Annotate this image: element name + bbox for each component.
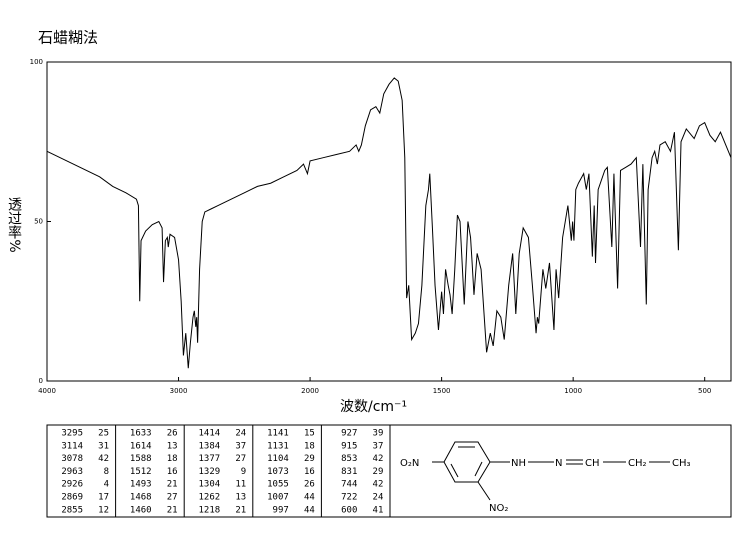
wavenumber-cell: 1262 [199, 493, 221, 503]
wavenumber-cell: 1384 [199, 441, 221, 451]
transmittance-cell: 41 [373, 505, 384, 515]
wavenumber-cell: 1304 [199, 480, 221, 490]
wavenumber-cell: 3078 [61, 454, 83, 464]
wavenumber-cell: 1633 [130, 429, 152, 439]
transmittance-cell: 31 [98, 441, 109, 451]
wavenumber-cell: 3114 [61, 441, 83, 451]
transmittance-cell: 26 [304, 480, 315, 490]
transmittance-cell: 24 [373, 493, 384, 503]
table-frame [46, 424, 732, 518]
transmittance-cell: 15 [304, 429, 315, 439]
transmittance-cell: 17 [98, 493, 109, 503]
transmittance-cell: 42 [98, 454, 109, 464]
wavenumber-cell: 1329 [199, 467, 221, 477]
wavenumber-cell: 1055 [267, 480, 289, 490]
wavenumber-cell: 927 [341, 429, 357, 439]
wavenumber-cell: 1460 [130, 505, 152, 515]
transmittance-cell: 42 [373, 480, 384, 490]
transmittance-cell: 29 [304, 454, 315, 464]
transmittance-cell: 44 [304, 493, 315, 503]
transmittance-cell: 16 [304, 467, 315, 477]
transmittance-cell: 37 [373, 441, 384, 451]
transmittance-cell: 8 [104, 467, 109, 477]
wavenumber-cell: 853 [341, 454, 357, 464]
wavenumber-cell: 1104 [267, 454, 289, 464]
wavenumber-cell: 2926 [61, 480, 83, 490]
transmittance-cell: 18 [304, 441, 315, 451]
transmittance-cell: 12 [98, 505, 109, 515]
plot-frame [46, 61, 732, 382]
y-axis-label: 透过率% [6, 197, 22, 252]
x-tick-label: 1500 [433, 387, 451, 395]
wavenumber-cell: 831 [341, 467, 357, 477]
y-tick-label: 100 [30, 58, 43, 66]
transmittance-cell: 29 [373, 467, 384, 477]
transmittance-cell: 27 [235, 454, 246, 464]
transmittance-cell: 39 [373, 429, 384, 439]
transmittance-cell: 11 [235, 480, 246, 490]
structure-label: CH₃ [672, 458, 691, 469]
transmittance-cell: 27 [167, 493, 178, 503]
transmittance-cell: 4 [104, 480, 109, 490]
wavenumber-cell: 1512 [130, 467, 152, 477]
transmittance-cell: 24 [235, 429, 246, 439]
wavenumber-cell: 2855 [61, 505, 83, 515]
wavenumber-cell: 2963 [61, 467, 83, 477]
wavenumber-cell: 1218 [199, 505, 221, 515]
x-tick-label: 500 [698, 387, 711, 395]
wavenumber-cell: 1468 [130, 493, 152, 503]
x-tick-label: 4000 [38, 387, 56, 395]
transmittance-cell: 37 [235, 441, 246, 451]
transmittance-cell: 44 [304, 505, 315, 515]
wavenumber-cell: 3295 [61, 429, 83, 439]
x-tick-label: 1000 [564, 387, 582, 395]
transmittance-cell: 25 [98, 429, 109, 439]
wavenumber-cell: 1141 [267, 429, 289, 439]
wavenumber-cell: 1073 [267, 467, 289, 477]
structure-label: CH [585, 458, 600, 469]
structure-label: NO₂ [489, 503, 508, 514]
wavenumber-cell: 1007 [267, 493, 289, 503]
wavenumber-cell: 2869 [61, 493, 83, 503]
transmittance-cell: 13 [235, 493, 246, 503]
wavenumber-cell: 600 [341, 505, 357, 515]
transmittance-cell: 16 [167, 467, 178, 477]
wavenumber-cell: 915 [341, 441, 357, 451]
transmittance-cell: 21 [167, 480, 178, 490]
spectrum-line [46, 77, 732, 369]
transmittance-cell: 18 [167, 454, 178, 464]
transmittance-cell: 9 [241, 467, 246, 477]
wavenumber-cell: 744 [341, 480, 357, 490]
y-tick-label: 50 [34, 218, 43, 226]
transmittance-cell: 21 [235, 505, 246, 515]
transmittance-cell: 26 [167, 429, 178, 439]
chart-title: 石蜡糊法 [38, 29, 98, 47]
wavenumber-cell: 1614 [130, 441, 152, 451]
y-tick-label: 0 [39, 377, 43, 385]
transmittance-cell: 42 [373, 454, 384, 464]
wavenumber-cell: 997 [273, 505, 289, 515]
wavenumber-cell: 1493 [130, 480, 152, 490]
structure-label: CH₂ [628, 458, 647, 469]
wavenumber-cell: 1414 [199, 429, 221, 439]
transmittance-cell: 13 [167, 441, 178, 451]
x-axis-label: 波数/cm⁻¹ [340, 399, 407, 415]
wavenumber-cell: 1131 [267, 441, 289, 451]
structure-label: O₂N [400, 458, 419, 469]
transmittance-cell: 21 [167, 505, 178, 515]
wavenumber-cell: 1377 [199, 454, 221, 464]
structure-label: NH [511, 458, 526, 469]
wavenumber-cell: 1588 [130, 454, 152, 464]
x-tick-label: 2000 [301, 387, 319, 395]
wavenumber-cell: 722 [341, 493, 357, 503]
x-tick-label: 3000 [170, 387, 188, 395]
structure-drawing [432, 441, 670, 501]
structure-label: N [555, 458, 562, 469]
